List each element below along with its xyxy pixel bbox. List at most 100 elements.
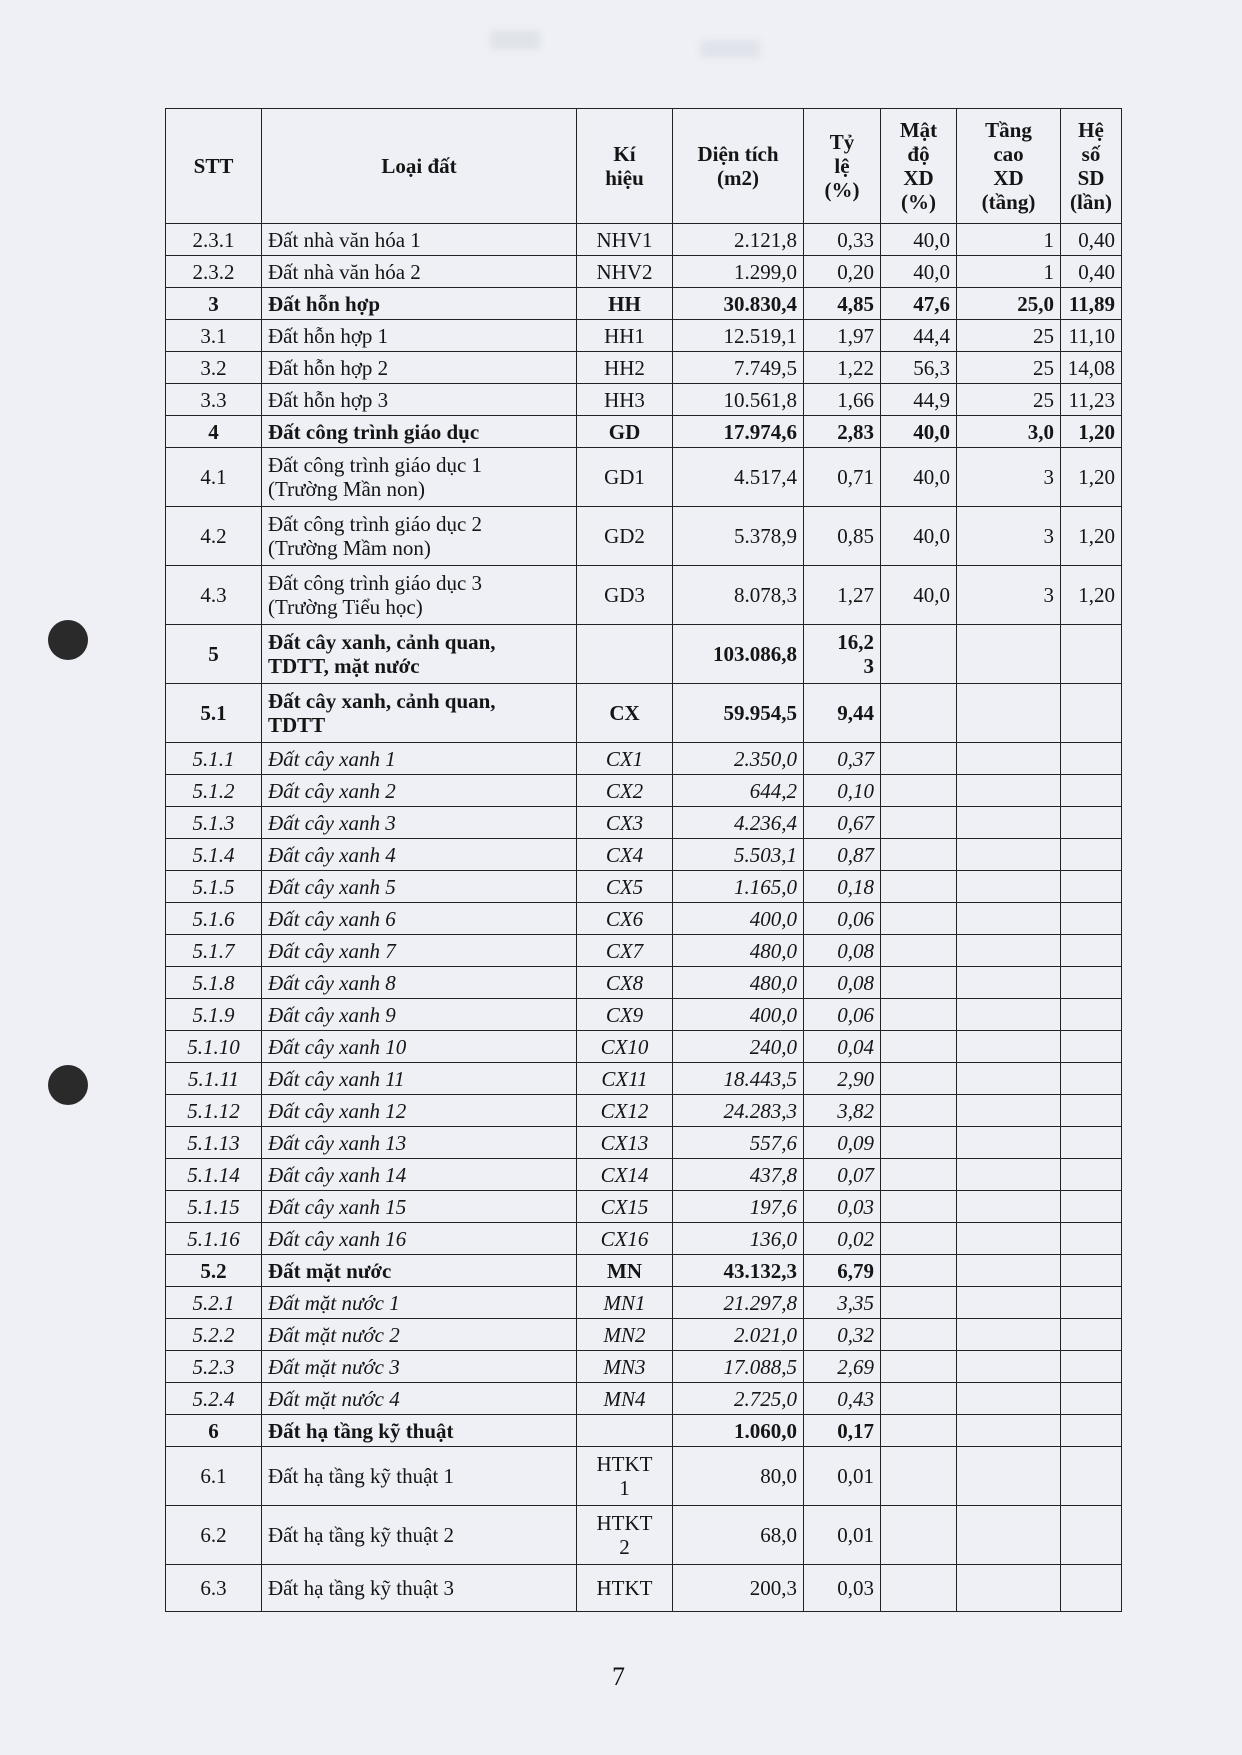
cell-ratio: 0,08 — [803, 966, 881, 999]
cell-ratio: 2,90 — [803, 1062, 881, 1095]
cell-ratio: 0,07 — [803, 1158, 881, 1191]
header-floors: Tầng cao XD (tầng) — [956, 108, 1061, 224]
cell-stt: 5.1.13 — [165, 1126, 262, 1159]
cell-area: 80,0 — [672, 1446, 804, 1506]
cell-ratio: 0,01 — [803, 1505, 881, 1565]
cell-land-type: Đất hạ tầng kỹ thuật 3 — [261, 1564, 577, 1612]
cell-area: 1.165,0 — [672, 870, 804, 903]
cell-floors — [956, 902, 1061, 935]
cell-stt: 5.1.14 — [165, 1158, 262, 1191]
table-row: 3.1 Đất hỗn hợp 1 HH1 12.519,1 1,97 44,4 25 11,… — [165, 319, 1122, 352]
cell-stt: 3 — [165, 287, 262, 320]
cell-symbol: GD2 — [576, 506, 673, 566]
cell-land-type: Đất hạ tầng kỹ thuật — [261, 1414, 577, 1447]
cell-land-type: Đất cây xanh 7 — [261, 934, 577, 967]
cell-ratio: 0,04 — [803, 1030, 881, 1063]
cell-land-type: Đất cây xanh, cảnh quan, TDTT, mặt nước — [261, 624, 577, 684]
cell-density — [880, 1446, 957, 1506]
cell-floors — [956, 1030, 1061, 1063]
cell-land-type: Đất hạ tầng kỹ thuật 1 — [261, 1446, 577, 1506]
cell-symbol: CX16 — [576, 1222, 673, 1255]
cell-symbol: CX8 — [576, 966, 673, 999]
cell-density — [880, 998, 957, 1031]
cell-usage-coefficient — [1060, 1564, 1122, 1612]
cell-symbol: GD — [576, 415, 673, 448]
cell-ratio: 0,67 — [803, 806, 881, 839]
cell-density — [880, 1350, 957, 1383]
cell-land-type: Đất hỗn hợp 2 — [261, 351, 577, 384]
cell-area: 68,0 — [672, 1505, 804, 1565]
cell-ratio: 16,2 3 — [803, 624, 881, 684]
cell-ratio: 0,71 — [803, 447, 881, 507]
table-row: 6.3 Đất hạ tầng kỹ thuật 3 HTKT 200,3 0,03 — [165, 1564, 1122, 1612]
cell-usage-coefficient — [1060, 1190, 1122, 1223]
cell-area: 103.086,8 — [672, 624, 804, 684]
cell-stt: 3.3 — [165, 383, 262, 416]
cell-usage-coefficient: 14,08 — [1060, 351, 1122, 384]
cell-stt: 6.1 — [165, 1446, 262, 1506]
cell-symbol: CX12 — [576, 1094, 673, 1127]
cell-symbol: HTKT — [576, 1564, 673, 1612]
table-row: 4 Đất công trình giáo dục GD 17.974,6 2,83 40… — [165, 415, 1122, 448]
cell-usage-coefficient — [1060, 1126, 1122, 1159]
cell-stt: 5.1.15 — [165, 1190, 262, 1223]
header-ratio: Tỷ lệ (%) — [803, 108, 881, 224]
cell-ratio: 0,01 — [803, 1446, 881, 1506]
cell-density: 56,3 — [880, 351, 957, 384]
cell-ratio: 6,79 — [803, 1254, 881, 1287]
cell-floors — [956, 1190, 1061, 1223]
cell-floors — [956, 1126, 1061, 1159]
cell-area: 400,0 — [672, 998, 804, 1031]
cell-land-type: Đất cây xanh 16 — [261, 1222, 577, 1255]
cell-land-type: Đất công trình giáo dục 3 (Trường Tiểu h… — [261, 565, 577, 625]
cell-floors — [956, 742, 1061, 775]
cell-ratio: 0,33 — [803, 223, 881, 256]
cell-usage-coefficient — [1060, 1158, 1122, 1191]
cell-density: 40,0 — [880, 565, 957, 625]
cell-usage-coefficient: 1,20 — [1060, 506, 1122, 566]
cell-ratio: 0,87 — [803, 838, 881, 871]
cell-area: 644,2 — [672, 774, 804, 807]
cell-area: 4.517,4 — [672, 447, 804, 507]
cell-stt: 3.2 — [165, 351, 262, 384]
cell-ratio: 2,69 — [803, 1350, 881, 1383]
cell-usage-coefficient — [1060, 1446, 1122, 1506]
cell-symbol: MN2 — [576, 1318, 673, 1351]
table-row: 5.1.3 Đất cây xanh 3 CX3 4.236,4 0,67 — [165, 806, 1122, 839]
table-row: 6.1 Đất hạ tầng kỹ thuật 1 HTKT 1 80,0 0,01 — [165, 1446, 1122, 1506]
cell-ratio: 0,17 — [803, 1414, 881, 1447]
header-stt: STT — [165, 108, 262, 224]
cell-usage-coefficient — [1060, 1030, 1122, 1063]
cell-ratio: 0,06 — [803, 902, 881, 935]
cell-density — [880, 1505, 957, 1565]
cell-floors: 25,0 — [956, 287, 1061, 320]
cell-density — [880, 934, 957, 967]
cell-floors — [956, 1222, 1061, 1255]
cell-floors — [956, 1254, 1061, 1287]
cell-ratio: 3,35 — [803, 1286, 881, 1319]
cell-area: 197,6 — [672, 1190, 804, 1223]
cell-ratio: 0,43 — [803, 1382, 881, 1415]
cell-usage-coefficient: 1,20 — [1060, 447, 1122, 507]
cell-usage-coefficient: 11,10 — [1060, 319, 1122, 352]
table-row: 5.1.6 Đất cây xanh 6 CX6 400,0 0,06 — [165, 902, 1122, 935]
cell-area: 5.503,1 — [672, 838, 804, 871]
cell-floors — [956, 1564, 1061, 1612]
cell-floors — [956, 1062, 1061, 1095]
table-row: 3 Đất hỗn hợp HH 30.830,4 4,85 47,6 25,0 11,89 — [165, 287, 1122, 320]
cell-stt: 5.1.8 — [165, 966, 262, 999]
cell-ratio: 9,44 — [803, 683, 881, 743]
cell-floors — [956, 1286, 1061, 1319]
cell-stt: 5 — [165, 624, 262, 684]
table-row: 6 Đất hạ tầng kỹ thuật 1.060,0 0,17 — [165, 1414, 1122, 1447]
cell-land-type: Đất cây xanh 8 — [261, 966, 577, 999]
cell-symbol: HH2 — [576, 351, 673, 384]
cell-density: 40,0 — [880, 447, 957, 507]
cell-floors — [956, 966, 1061, 999]
cell-density — [880, 1564, 957, 1612]
cell-stt: 5.1.1 — [165, 742, 262, 775]
cell-ratio: 1,66 — [803, 383, 881, 416]
cell-floors: 3,0 — [956, 415, 1061, 448]
cell-area: 4.236,4 — [672, 806, 804, 839]
cell-symbol — [576, 624, 673, 684]
